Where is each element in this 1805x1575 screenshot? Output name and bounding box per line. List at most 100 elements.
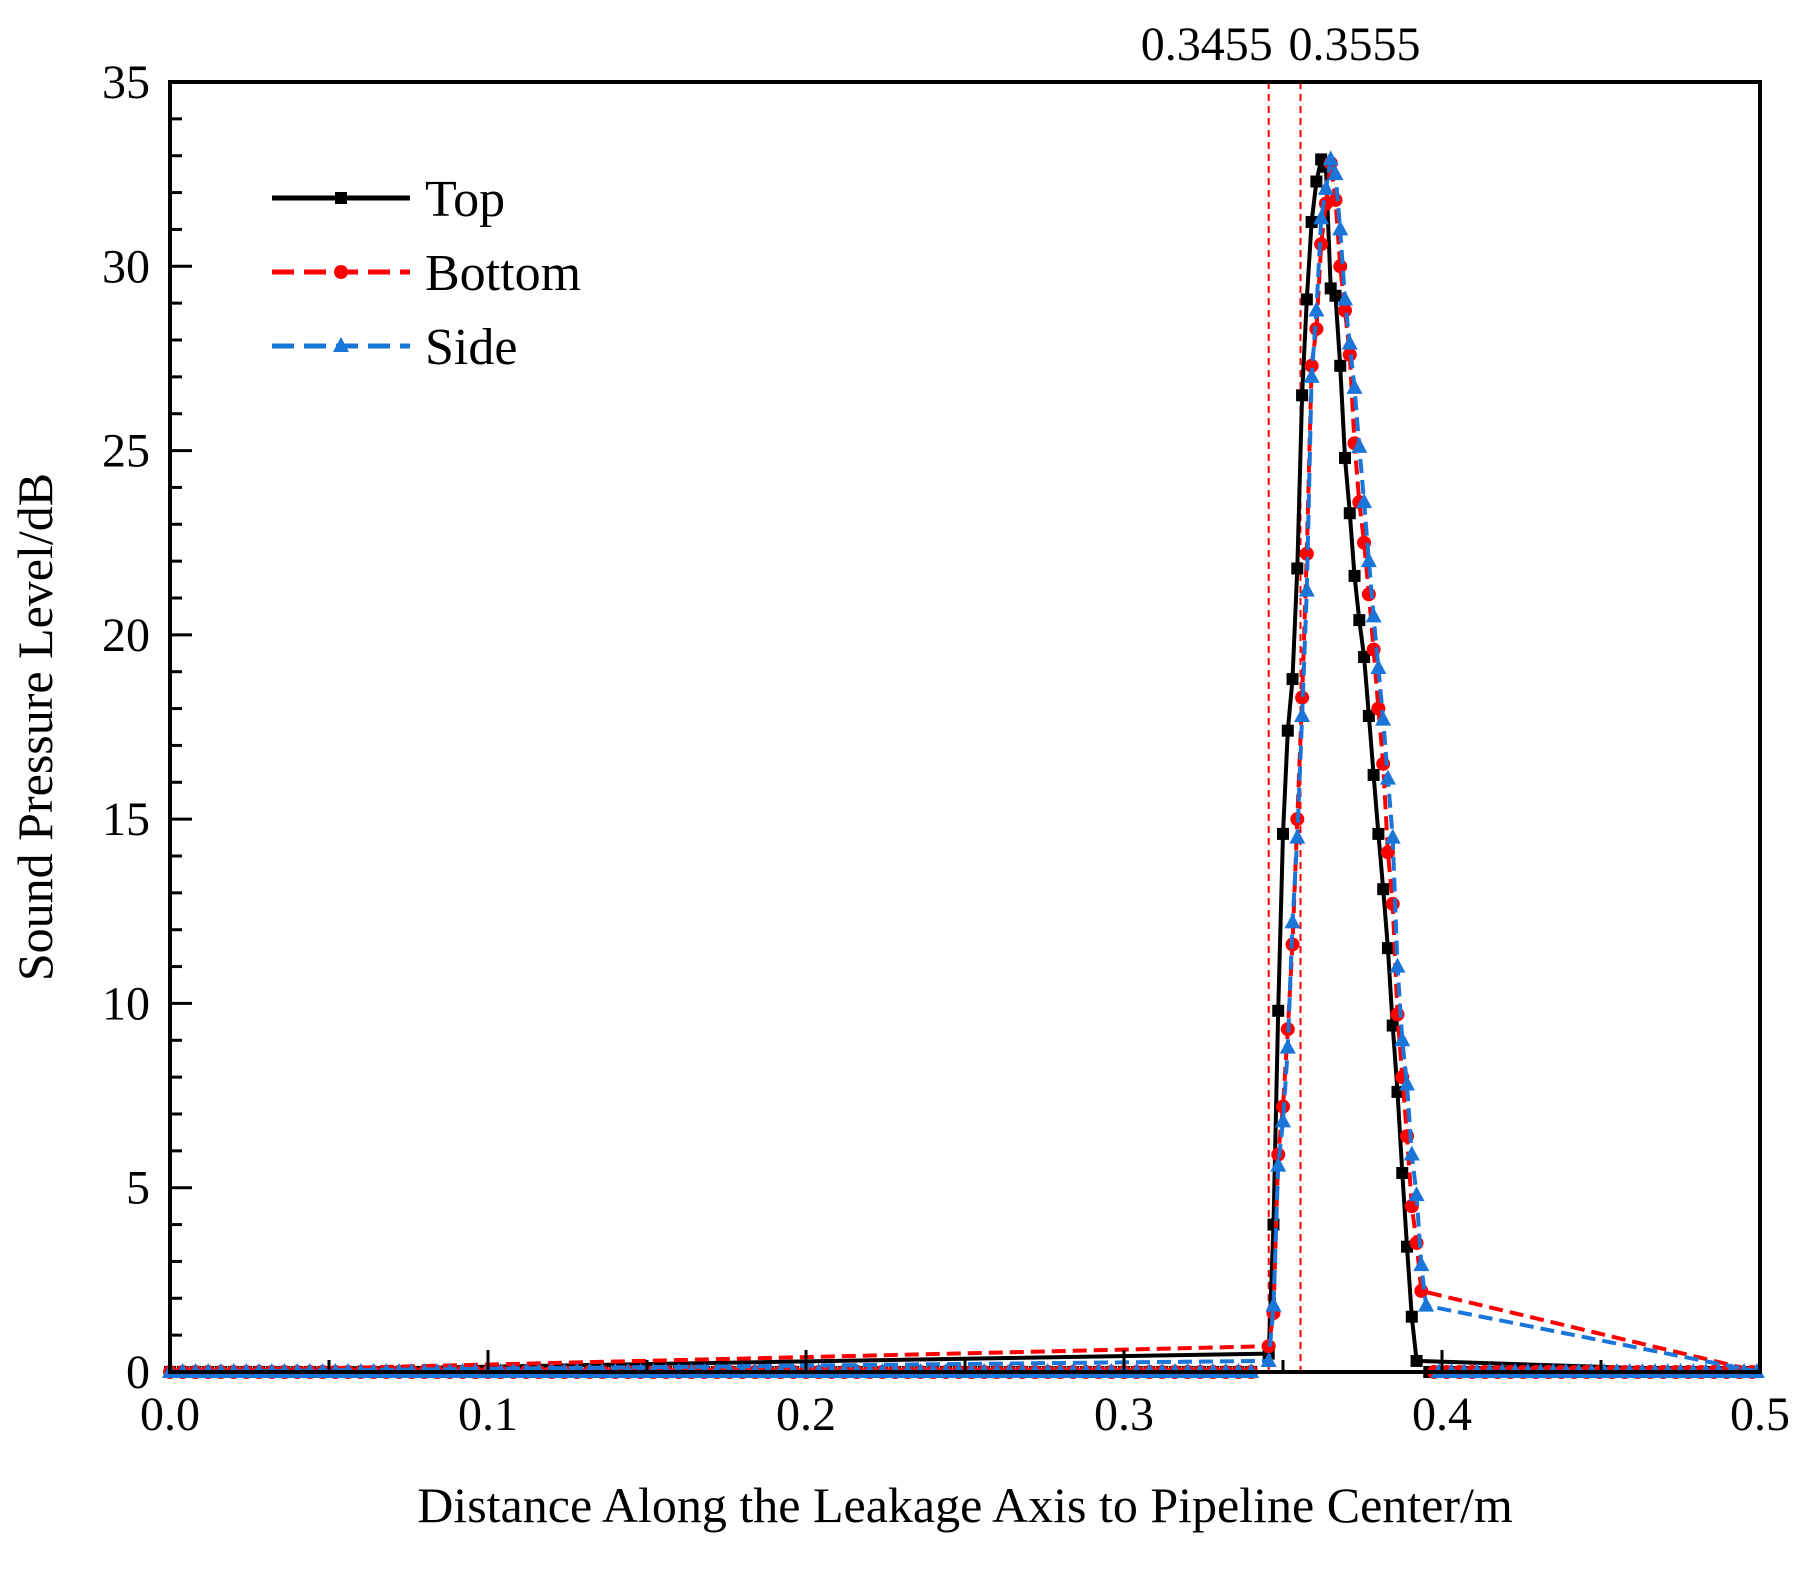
data-point xyxy=(1384,828,1401,844)
x-tick-label: 0.5 xyxy=(1730,1388,1790,1441)
data-point xyxy=(1294,706,1311,722)
data-point xyxy=(1358,650,1371,663)
series-top xyxy=(164,153,1761,1378)
data-point xyxy=(1296,389,1309,402)
axis-ticks xyxy=(168,80,1762,1374)
data-point xyxy=(1272,1004,1285,1017)
legend-label: Bottom xyxy=(425,245,581,302)
y-tick-label: 0 xyxy=(126,1346,150,1399)
data-point xyxy=(1381,942,1394,955)
x-tick-label: 0.4 xyxy=(1412,1388,1472,1441)
data-point xyxy=(333,337,349,352)
data-point xyxy=(1299,546,1314,561)
data-point xyxy=(1418,1296,1435,1312)
plot-frame xyxy=(168,80,1762,1374)
data-point xyxy=(1322,150,1339,166)
data-point xyxy=(1370,659,1387,675)
data-point xyxy=(1313,209,1330,225)
data-point xyxy=(1408,1186,1425,1202)
data-point xyxy=(1333,259,1348,274)
x-tick-label: 0.1 xyxy=(458,1388,518,1441)
legend-label: Side xyxy=(425,319,517,376)
data-point xyxy=(1414,1283,1429,1298)
y-tick-label: 5 xyxy=(126,1162,150,1215)
data-point xyxy=(1346,378,1363,394)
x-tick-label: 0.0 xyxy=(140,1388,200,1441)
data-point xyxy=(1339,451,1352,464)
data-point xyxy=(1260,1351,1277,1367)
legend-label: Top xyxy=(425,171,505,228)
data-point xyxy=(1413,1256,1430,1272)
data-point xyxy=(1362,709,1375,722)
data-point xyxy=(1367,768,1380,781)
data-point xyxy=(1303,367,1320,383)
y-tick-label: 30 xyxy=(102,240,150,293)
x-tick-label: 0.2 xyxy=(776,1388,836,1441)
reference-line-label: 0.3555 xyxy=(1288,18,1420,71)
data-point xyxy=(1361,587,1376,602)
data-point xyxy=(1279,1038,1296,1054)
data-point xyxy=(1405,1310,1418,1323)
data-point xyxy=(1281,724,1294,737)
data-point xyxy=(1304,358,1319,373)
data-point xyxy=(1377,883,1390,896)
data-point xyxy=(1385,896,1400,911)
data-point xyxy=(1399,1075,1416,1091)
data-point xyxy=(1360,552,1377,568)
y-tick-label: 15 xyxy=(102,793,150,846)
data-point xyxy=(1295,690,1310,705)
x-tick-label: 0.3 xyxy=(1094,1388,1154,1441)
data-point xyxy=(1327,165,1344,181)
data-point xyxy=(1365,607,1382,623)
data-point xyxy=(1310,175,1323,188)
series-bottom xyxy=(163,156,1761,1379)
data-point xyxy=(334,265,348,279)
data-point xyxy=(1286,673,1299,686)
data-point xyxy=(1329,289,1342,302)
data-point xyxy=(1298,581,1315,597)
data-point xyxy=(1275,1112,1291,1128)
data-point xyxy=(1289,828,1306,844)
data-point xyxy=(1394,1031,1411,1047)
data-point xyxy=(1308,301,1325,317)
reference-line-label: 0.3455 xyxy=(1141,18,1273,71)
legend: Top Bottom Side xyxy=(272,171,581,376)
y-tick-label: 10 xyxy=(102,977,150,1030)
y-tick-label: 20 xyxy=(102,609,150,662)
series-layer xyxy=(162,150,1765,1379)
data-point xyxy=(1270,1156,1287,1172)
data-point xyxy=(1317,179,1334,195)
data-point xyxy=(1337,290,1354,306)
data-point xyxy=(1277,827,1289,840)
y-axis-label: Sound Pressure Level/dB xyxy=(7,473,63,981)
y-tick-label: 35 xyxy=(102,56,150,109)
data-point xyxy=(1348,569,1361,582)
axis-tick-labels: 0.0 0.1 0.2 0.3 0.4 0.5 0 5 10 15 20 25 30 35 xyxy=(102,56,1790,1441)
series-side xyxy=(162,150,1765,1378)
data-point xyxy=(1389,957,1406,973)
y-tick-label: 25 xyxy=(102,425,150,478)
data-point xyxy=(1305,216,1318,229)
data-point xyxy=(1334,359,1347,372)
data-point xyxy=(1410,1354,1423,1367)
data-point xyxy=(1375,710,1392,726)
data-point xyxy=(1351,437,1368,453)
data-point xyxy=(1403,1145,1420,1161)
data-point xyxy=(1396,1166,1409,1179)
series-line xyxy=(169,161,1761,1374)
data-point xyxy=(1386,1019,1399,1032)
data-point xyxy=(1379,769,1396,785)
x-axis-label: Distance Along the Leakage Axis to Pipel… xyxy=(417,1477,1513,1533)
data-point xyxy=(1341,334,1358,350)
data-point xyxy=(1353,614,1366,627)
data-point xyxy=(1343,507,1356,520)
reference-lines: 0.3455 0.3555 xyxy=(1141,18,1420,1372)
data-point xyxy=(1372,827,1385,840)
data-point xyxy=(1291,562,1304,575)
data-point xyxy=(1300,293,1313,306)
data-point xyxy=(1356,493,1373,509)
series-line xyxy=(169,157,1761,1374)
series-line xyxy=(169,157,1761,1374)
data-point xyxy=(1284,913,1301,929)
